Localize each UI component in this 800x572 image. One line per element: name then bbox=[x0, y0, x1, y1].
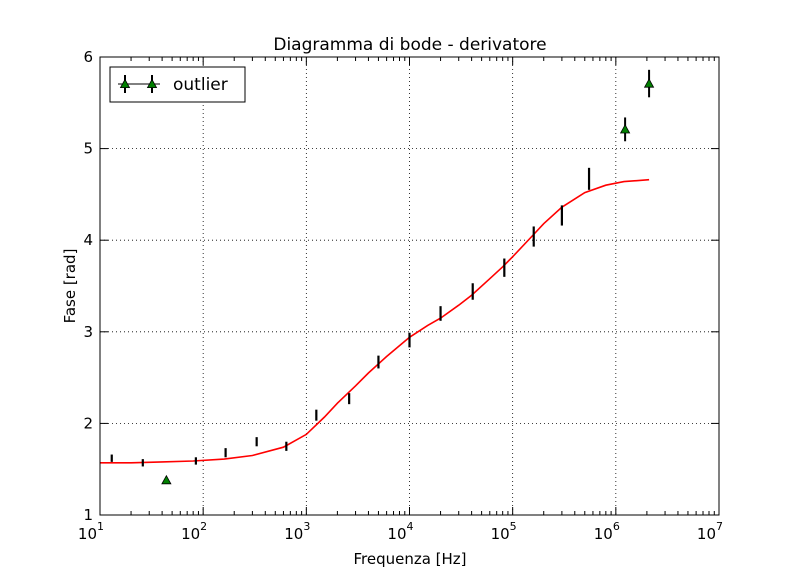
legend-label-outlier: outlier bbox=[173, 75, 228, 95]
x-axis-label: Frequenza [Hz] bbox=[353, 550, 466, 568]
x-tick-base: 10 bbox=[387, 525, 406, 543]
x-tick-exponent: 6 bbox=[613, 520, 620, 533]
legend-triangle-marker bbox=[119, 78, 131, 88]
x-tick-label: 10 6 bbox=[594, 520, 620, 543]
x-tick-exponent: 4 bbox=[407, 520, 414, 533]
y-tick-label: 4 bbox=[83, 231, 93, 249]
x-tick-exponent: 7 bbox=[716, 520, 723, 533]
x-tick-label: 10 3 bbox=[284, 520, 310, 543]
outlier-point bbox=[643, 69, 655, 98]
chart-title: Diagramma di bode - derivatore bbox=[273, 35, 546, 55]
legend-outlier-marker bbox=[118, 75, 160, 93]
tick-marks bbox=[99, 56, 720, 516]
y-tick-label: 6 bbox=[83, 48, 93, 66]
x-tick-exponent: 2 bbox=[200, 520, 207, 533]
x-tick-base: 10 bbox=[491, 525, 510, 543]
outlier-triangle-marker bbox=[619, 124, 631, 134]
outlier-point bbox=[619, 117, 631, 142]
x-tick-labels: 10 1 10 2 10 3 10 4 10 5 10 6 10 7 bbox=[78, 520, 723, 543]
outlier-triangle-marker bbox=[161, 474, 172, 485]
x-tick-exponent: 3 bbox=[303, 520, 310, 533]
x-tick-base: 10 bbox=[284, 525, 303, 543]
legend: outlier bbox=[109, 66, 246, 103]
x-tick-label: 10 7 bbox=[697, 520, 723, 543]
data-points-layer bbox=[110, 69, 655, 485]
x-tick-base: 10 bbox=[181, 525, 200, 543]
y-tick-label: 5 bbox=[83, 140, 93, 158]
outlier-point bbox=[161, 474, 172, 485]
y-tick-label: 3 bbox=[83, 323, 93, 341]
x-tick-label: 10 4 bbox=[387, 520, 413, 543]
fit-curve-layer bbox=[100, 178, 650, 464]
x-tick-base: 10 bbox=[78, 525, 97, 543]
outlier-triangle-marker bbox=[643, 78, 655, 88]
fit-curve bbox=[100, 178, 650, 464]
x-tick-exponent: 5 bbox=[510, 520, 517, 533]
x-tick-exponent: 1 bbox=[97, 520, 104, 533]
y-axis-label: Fase [rad] bbox=[61, 249, 79, 324]
x-tick-base: 10 bbox=[594, 525, 613, 543]
y-tick-label: 1 bbox=[83, 506, 93, 524]
x-tick-base: 10 bbox=[697, 525, 716, 543]
x-tick-label: 10 1 bbox=[78, 520, 104, 543]
y-tick-label: 2 bbox=[83, 414, 93, 432]
legend-triangle-marker bbox=[146, 78, 158, 88]
x-tick-label: 10 2 bbox=[181, 520, 207, 543]
grid bbox=[100, 57, 719, 515]
y-tick-labels: 1 2 3 4 5 6 bbox=[83, 48, 93, 524]
x-tick-label: 10 5 bbox=[491, 520, 517, 543]
